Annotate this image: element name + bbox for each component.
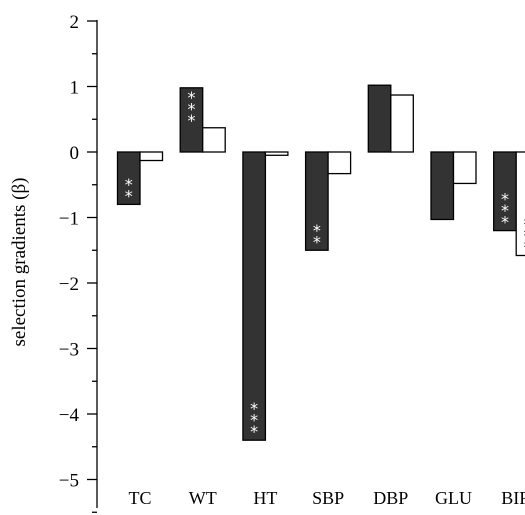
category-label-glu: GLU: [435, 488, 472, 508]
significance-star: *: [187, 99, 195, 118]
y-axis-ticks: 2 1 0 −1 −2 −3 −4 −5: [59, 12, 97, 513]
y-tick-label: 0: [70, 143, 80, 164]
bar-tc-series-2: [139, 151, 164, 162]
bar-wt-series-2: [202, 127, 226, 153]
bar-wt-series-1: [179, 87, 204, 153]
category-label-bir: BIR: [501, 488, 525, 508]
significance-star: *: [501, 190, 509, 209]
significance-star: *: [501, 213, 509, 232]
bar-tc-series-1: [116, 151, 141, 206]
category-labels: TC WT HT SBP DBP GLU BIR: [128, 488, 525, 508]
significance-star: *: [313, 221, 321, 240]
category-label-wt: WT: [189, 488, 217, 508]
bar-sbp-series-1: [304, 151, 329, 251]
y-tick-label: −1: [59, 209, 79, 230]
bar-group-ht: ***: [242, 151, 289, 441]
y-tick-label: −4: [59, 405, 80, 426]
significance-star: *: [187, 111, 195, 130]
bars: ****************: [116, 84, 525, 441]
significance-star: *: [523, 214, 525, 233]
significance-star: *: [313, 232, 321, 251]
y-tick-label: 1: [70, 78, 80, 99]
y-tick-label: 2: [70, 12, 80, 33]
significance-star: *: [187, 88, 195, 107]
y-tick-label: −3: [59, 340, 79, 361]
significance-star: *: [125, 186, 133, 205]
y-axis-title: selection gradients (β): [9, 178, 30, 347]
significance-star: *: [250, 411, 258, 430]
bar-ht-series-2: [264, 151, 289, 156]
significance-star: *: [250, 422, 258, 441]
category-label-dbp: DBP: [373, 488, 408, 508]
category-label-sbp: SBP: [312, 488, 344, 508]
significance-star: *: [523, 237, 525, 256]
bar-dbp-series-1: [367, 84, 392, 153]
bar-ht-series-1: [242, 151, 267, 441]
y-tick-label: −5: [59, 471, 79, 492]
significance-star: *: [501, 201, 509, 220]
category-label-ht: HT: [253, 488, 277, 508]
significance-star: *: [125, 175, 133, 194]
bar-bir-series-2: [515, 151, 525, 257]
significance-star: *: [523, 226, 525, 245]
category-label-tc: TC: [128, 488, 151, 508]
bar-glu-series-1: [430, 151, 455, 221]
bar-group-sbp: **: [304, 151, 352, 251]
bar-group-wt: ***: [179, 87, 226, 153]
bar-sbp-series-2: [327, 151, 352, 175]
bar-group-dbp: [367, 84, 414, 153]
bar-dbp-series-2: [390, 94, 414, 153]
y-tick-label: −2: [59, 274, 79, 295]
bar-glu-series-2: [452, 151, 477, 185]
bar-group-glu: [430, 151, 477, 221]
bar-group-bir: ******: [493, 151, 525, 257]
significance-star: *: [250, 399, 258, 418]
bar-group-tc: **: [116, 151, 164, 206]
